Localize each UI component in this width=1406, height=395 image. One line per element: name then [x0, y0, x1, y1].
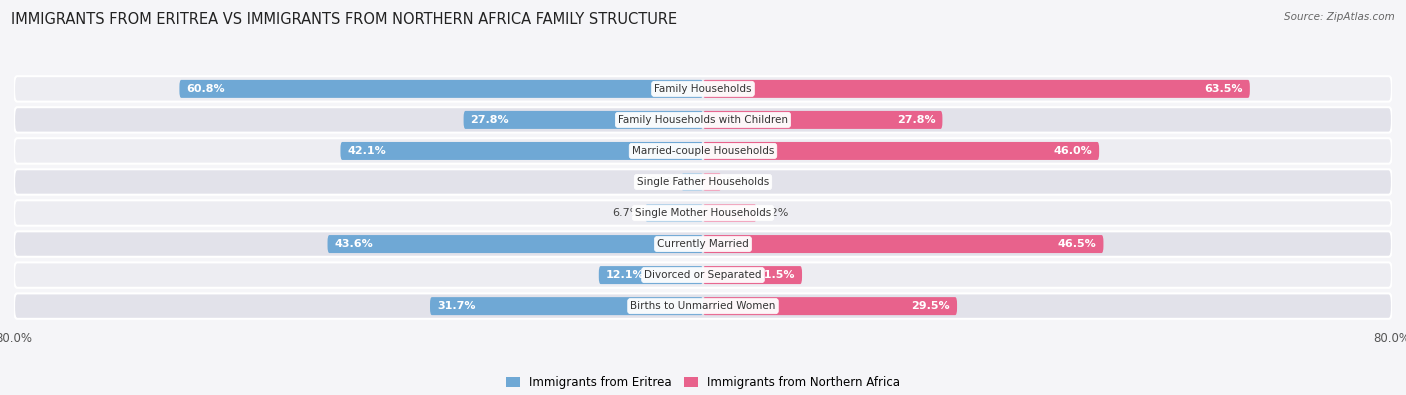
Text: Family Households: Family Households — [654, 84, 752, 94]
Text: 12.1%: 12.1% — [606, 270, 644, 280]
Text: 29.5%: 29.5% — [911, 301, 950, 311]
Text: 46.5%: 46.5% — [1057, 239, 1097, 249]
FancyBboxPatch shape — [645, 204, 703, 222]
FancyBboxPatch shape — [703, 266, 801, 284]
FancyBboxPatch shape — [599, 266, 703, 284]
Text: Source: ZipAtlas.com: Source: ZipAtlas.com — [1284, 12, 1395, 22]
Text: 2.5%: 2.5% — [648, 177, 678, 187]
Text: 6.2%: 6.2% — [761, 208, 789, 218]
FancyBboxPatch shape — [703, 235, 1104, 253]
FancyBboxPatch shape — [703, 80, 1250, 98]
Text: 60.8%: 60.8% — [186, 84, 225, 94]
Text: Divorced or Separated: Divorced or Separated — [644, 270, 762, 280]
Text: 42.1%: 42.1% — [347, 146, 387, 156]
Text: 6.7%: 6.7% — [613, 208, 641, 218]
Text: 46.0%: 46.0% — [1053, 146, 1092, 156]
Text: 27.8%: 27.8% — [897, 115, 935, 125]
FancyBboxPatch shape — [14, 262, 1392, 288]
FancyBboxPatch shape — [14, 293, 1392, 319]
FancyBboxPatch shape — [703, 297, 957, 315]
FancyBboxPatch shape — [703, 204, 756, 222]
FancyBboxPatch shape — [14, 107, 1392, 133]
Text: Births to Unmarried Women: Births to Unmarried Women — [630, 301, 776, 311]
Text: 2.1%: 2.1% — [725, 177, 754, 187]
FancyBboxPatch shape — [14, 200, 1392, 226]
Text: Family Households with Children: Family Households with Children — [619, 115, 787, 125]
FancyBboxPatch shape — [703, 142, 1099, 160]
FancyBboxPatch shape — [703, 173, 721, 191]
Text: 27.8%: 27.8% — [471, 115, 509, 125]
FancyBboxPatch shape — [14, 169, 1392, 195]
Text: Married-couple Households: Married-couple Households — [631, 146, 775, 156]
FancyBboxPatch shape — [340, 142, 703, 160]
FancyBboxPatch shape — [14, 76, 1392, 102]
Legend: Immigrants from Eritrea, Immigrants from Northern Africa: Immigrants from Eritrea, Immigrants from… — [499, 370, 907, 395]
Text: IMMIGRANTS FROM ERITREA VS IMMIGRANTS FROM NORTHERN AFRICA FAMILY STRUCTURE: IMMIGRANTS FROM ERITREA VS IMMIGRANTS FR… — [11, 12, 678, 27]
Text: Single Mother Households: Single Mother Households — [636, 208, 770, 218]
Text: 43.6%: 43.6% — [335, 239, 373, 249]
FancyBboxPatch shape — [464, 111, 703, 129]
FancyBboxPatch shape — [14, 231, 1392, 257]
FancyBboxPatch shape — [328, 235, 703, 253]
Text: 31.7%: 31.7% — [437, 301, 475, 311]
FancyBboxPatch shape — [14, 138, 1392, 164]
FancyBboxPatch shape — [703, 111, 942, 129]
Text: Single Father Households: Single Father Households — [637, 177, 769, 187]
Text: Currently Married: Currently Married — [657, 239, 749, 249]
Text: 63.5%: 63.5% — [1205, 84, 1243, 94]
FancyBboxPatch shape — [180, 80, 703, 98]
FancyBboxPatch shape — [430, 297, 703, 315]
Text: 11.5%: 11.5% — [756, 270, 796, 280]
FancyBboxPatch shape — [682, 173, 703, 191]
